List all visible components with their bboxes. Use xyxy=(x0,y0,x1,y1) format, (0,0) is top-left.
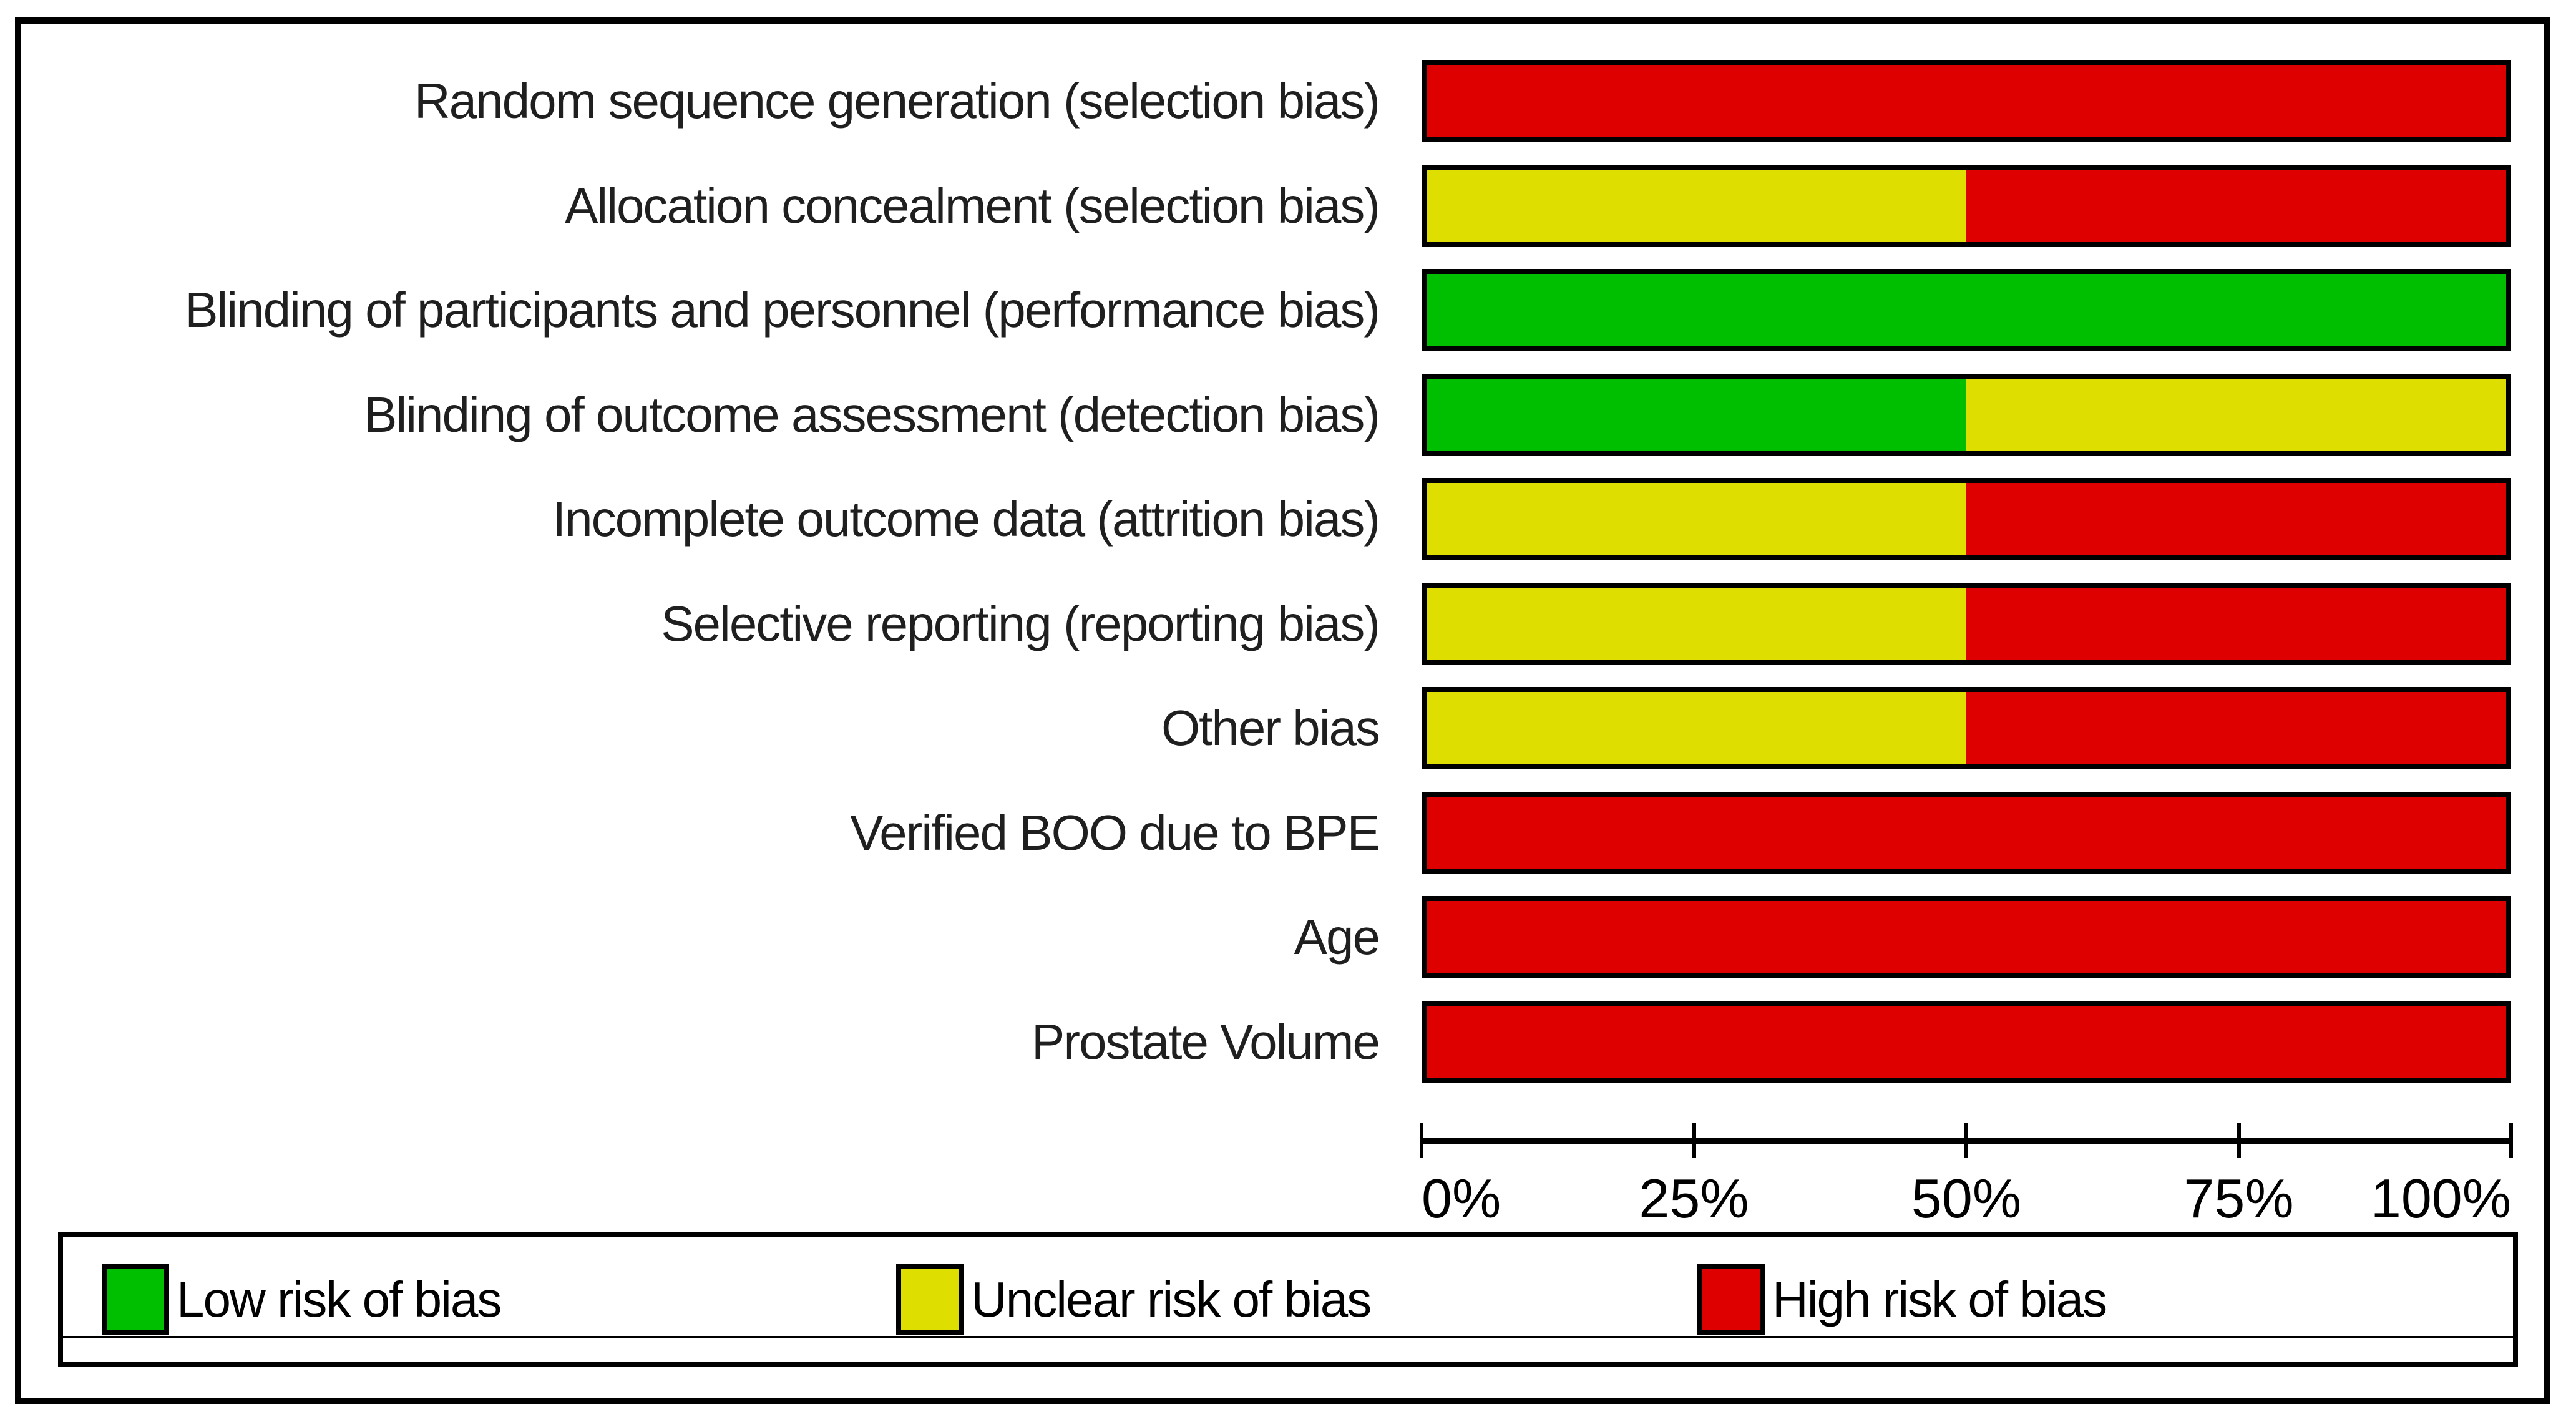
bar-segment-low xyxy=(1427,274,2506,346)
stacked-bar xyxy=(1422,1001,2511,1083)
legend-item-label: Unclear risk of bias xyxy=(971,1272,1372,1327)
legend-item-label: Low risk of bias xyxy=(177,1272,502,1327)
chart-row: Allocation concealment (selection bias) xyxy=(0,165,2576,247)
axis-tick-label: 75% xyxy=(2183,1167,2294,1229)
row-label: Blinding of outcome assessment (detectio… xyxy=(364,387,1380,442)
legend-swatch-low xyxy=(102,1264,169,1335)
row-label: Random sequence generation (selection bi… xyxy=(414,73,1380,129)
bar-segment-high xyxy=(1427,901,2506,973)
bar-segment-unclear xyxy=(1427,483,1966,555)
stacked-bar xyxy=(1422,60,2511,142)
stacked-bar xyxy=(1422,165,2511,247)
axis-tick-label: 100% xyxy=(2370,1167,2511,1229)
row-label: Blinding of participants and personnel (… xyxy=(185,282,1380,338)
stacked-bar xyxy=(1422,583,2511,665)
axis-tick xyxy=(2237,1123,2241,1158)
chart-row: Prostate Volume xyxy=(0,1001,2576,1083)
row-label: Selective reporting (reporting bias) xyxy=(661,596,1380,651)
bar-segment-unclear xyxy=(1427,692,1966,764)
stacked-bar xyxy=(1422,269,2511,351)
chart-row: Blinding of participants and personnel (… xyxy=(0,269,2576,351)
chart-row: Random sequence generation (selection bi… xyxy=(0,60,2576,142)
figure-frame xyxy=(15,17,2550,1404)
legend-box: Low risk of bias Unclear risk of bias High… xyxy=(58,1232,2518,1367)
chart-row: Blinding of outcome assessment (detectio… xyxy=(0,374,2576,456)
row-label: Verified BOO due to BPE xyxy=(850,805,1380,860)
stacked-bar xyxy=(1422,374,2511,456)
axis-tick-label: 50% xyxy=(1911,1167,2022,1229)
bar-segment-high xyxy=(1427,1006,2506,1078)
bar-segment-unclear xyxy=(1966,379,2506,451)
chart-row: Selective reporting (reporting bias) xyxy=(0,583,2576,665)
stacked-bar xyxy=(1422,478,2511,560)
bar-segment-high xyxy=(1966,170,2506,242)
stacked-bar xyxy=(1422,687,2511,769)
bar-segment-high xyxy=(1966,588,2506,660)
row-label: Other bias xyxy=(1161,700,1380,756)
row-label: Prostate Volume xyxy=(1032,1014,1380,1069)
axis-tick-label: 25% xyxy=(1639,1167,1749,1229)
axis-tick xyxy=(1964,1123,1968,1158)
legend-inner-line xyxy=(63,1336,2513,1338)
stacked-bar xyxy=(1422,792,2511,874)
axis-tick xyxy=(2509,1123,2513,1158)
axis-tick xyxy=(1692,1123,1696,1158)
row-label: Age xyxy=(1294,909,1380,965)
legend-item: Low risk of bias xyxy=(102,1237,502,1362)
axis-tick-label: 0% xyxy=(1422,1167,1501,1229)
legend-item-label: High risk of bias xyxy=(1772,1272,2107,1327)
chart-row: Age xyxy=(0,896,2576,978)
legend-swatch-high xyxy=(1697,1264,1765,1335)
legend-item: Unclear risk of bias xyxy=(896,1237,1372,1362)
legend-item: High risk of bias xyxy=(1697,1237,2107,1362)
stacked-bar xyxy=(1422,896,2511,978)
chart-row: Other bias xyxy=(0,687,2576,769)
bar-segment-high xyxy=(1427,797,2506,869)
bar-segment-unclear xyxy=(1427,588,1966,660)
row-label: Incomplete outcome data (attrition bias) xyxy=(552,491,1380,547)
chart-row: Incomplete outcome data (attrition bias) xyxy=(0,478,2576,560)
chart-row: Verified BOO due to BPE xyxy=(0,792,2576,874)
bar-segment-high xyxy=(1966,692,2506,764)
legend-swatch-unclear xyxy=(896,1264,964,1335)
row-label: Allocation concealment (selection bias) xyxy=(565,178,1380,233)
x-axis: 0% 25% 50% 75% 100% xyxy=(1420,1123,2513,1229)
bar-segment-low xyxy=(1427,379,1966,451)
bar-segment-unclear xyxy=(1427,170,1966,242)
bar-segment-high xyxy=(1966,483,2506,555)
bar-segment-high xyxy=(1427,65,2506,137)
axis-tick xyxy=(1420,1123,1423,1158)
